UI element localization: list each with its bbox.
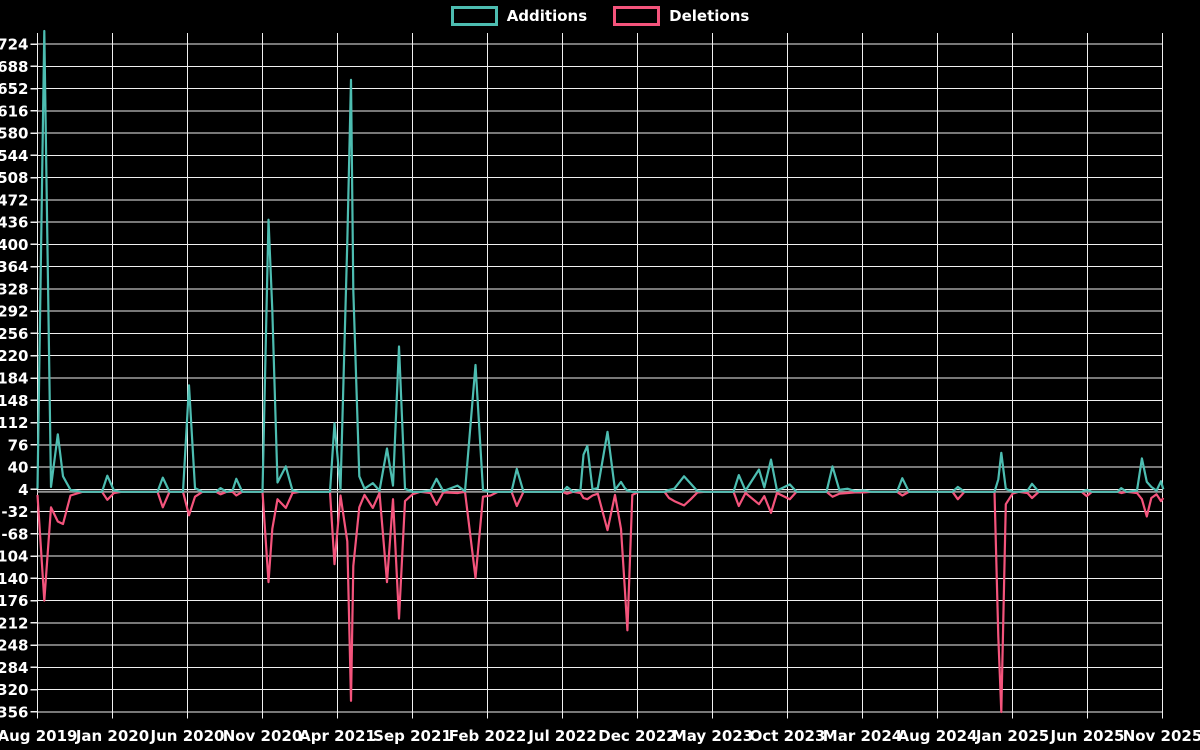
x-tick-label: Apr 2021	[299, 727, 376, 745]
y-tick-label: 688	[0, 58, 29, 76]
x-tick-label: Oct 2023	[750, 727, 826, 745]
legend-item-deletions[interactable]: Deletions	[613, 6, 749, 26]
chart-legend: Additions Deletions	[0, 6, 1200, 26]
y-tick-label: -140	[0, 570, 29, 588]
x-tick-label: Nov 2025	[1123, 727, 1200, 745]
y-tick-label: 364	[0, 258, 29, 276]
x-tick-label: Jul 2022	[527, 727, 596, 745]
y-tick-label: 544	[0, 147, 29, 165]
x-tick-label: Sep 2021	[373, 727, 452, 745]
y-tick-label: 472	[0, 191, 29, 209]
x-tick-label: Jan 2025	[975, 727, 1049, 745]
y-tick-label: 508	[0, 169, 29, 187]
x-tick-label: Aug 2019	[0, 727, 78, 745]
y-tick-label: 184	[0, 370, 29, 388]
y-tick-label: -284	[0, 659, 29, 677]
y-tick-label: 580	[0, 125, 29, 143]
y-tick-label: -176	[0, 592, 29, 610]
legend-item-additions[interactable]: Additions	[450, 6, 588, 26]
y-tick-label: -248	[0, 637, 29, 655]
y-tick-label: 292	[0, 303, 29, 321]
x-tick-label: Dec 2022	[598, 727, 677, 745]
y-tick-label: -32	[1, 503, 28, 521]
y-tick-label: 148	[0, 392, 29, 410]
y-tick-label: 4	[18, 481, 28, 499]
deletions-legend-label: Deletions	[669, 6, 750, 25]
y-tick-label: 256	[0, 325, 29, 343]
x-tick-label: Jun 2025	[1050, 727, 1125, 745]
x-tick-label: Nov 2020	[223, 727, 303, 745]
y-tick-label: -68	[1, 525, 28, 543]
x-tick-label: May 2023	[672, 727, 753, 745]
additions-legend-label: Additions	[506, 6, 588, 25]
y-tick-label: 328	[0, 280, 29, 298]
y-tick-label: 724	[0, 36, 29, 54]
additions-line	[36, 29, 1165, 493]
y-tick-label: 400	[0, 236, 29, 254]
y-tick-label: -104	[0, 548, 29, 566]
y-tick-label: 616	[0, 102, 29, 120]
x-tick-label: Jan 2020	[75, 727, 149, 745]
additions-swatch-icon	[450, 6, 498, 26]
x-tick-label: Mar 2024	[823, 727, 902, 745]
y-tick-label: 436	[0, 214, 29, 232]
deletions-swatch-icon	[613, 6, 661, 26]
y-tick-label: -320	[0, 681, 29, 699]
y-tick-label: 220	[0, 347, 29, 365]
y-tick-label: 76	[8, 436, 29, 454]
y-tick-label: 40	[8, 459, 29, 477]
x-tick-label: Feb 2022	[449, 727, 527, 745]
y-tick-label: 652	[0, 80, 29, 98]
x-tick-label: Aug 2024	[898, 727, 978, 745]
x-tick-label: Jun 2020	[150, 727, 225, 745]
y-tick-label: 112	[0, 414, 29, 432]
y-tick-label: -356	[0, 703, 29, 721]
y-tick-label: -212	[0, 614, 29, 632]
